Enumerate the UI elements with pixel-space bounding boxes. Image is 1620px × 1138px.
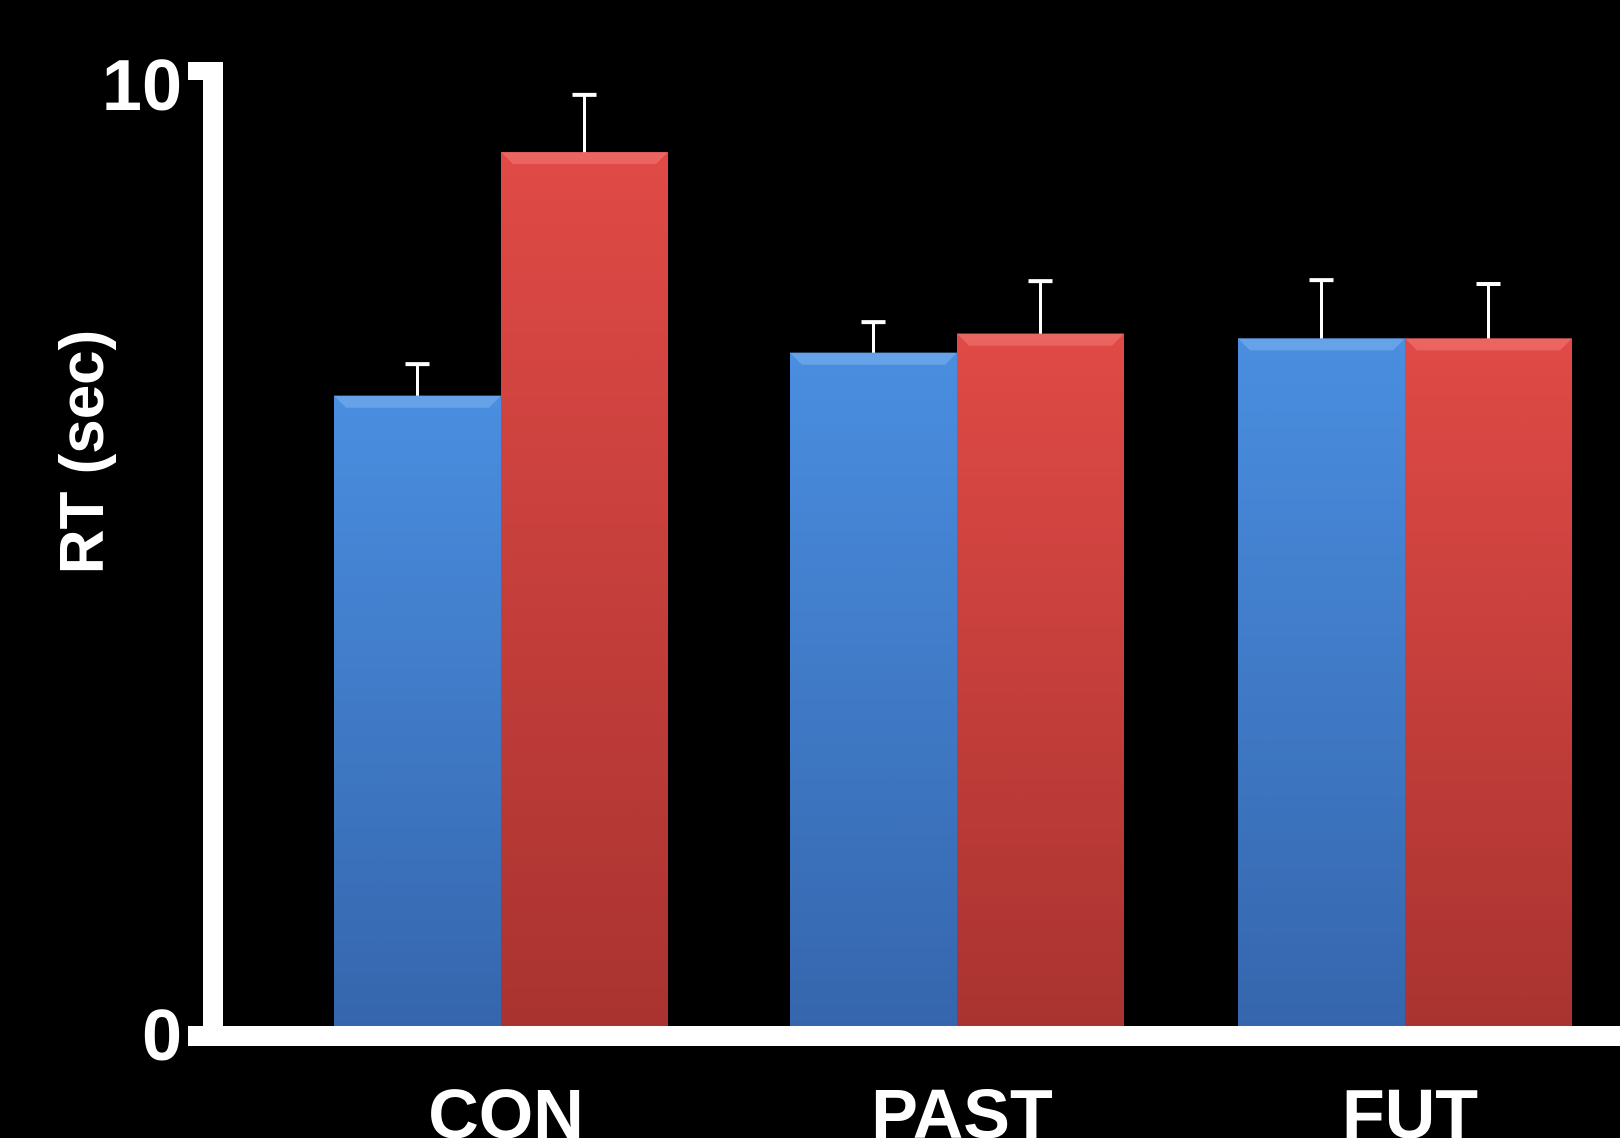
bar-bevel-past-series-2 bbox=[957, 333, 1124, 346]
bar-bevel-fut-series-2 bbox=[1405, 338, 1572, 351]
category-label-con: CON bbox=[428, 1075, 584, 1138]
y-tick-label-zero: 0 bbox=[142, 996, 182, 1076]
x-axis-line bbox=[188, 1026, 1620, 1046]
category-label-fut: FUT bbox=[1342, 1075, 1478, 1138]
axes-layer: 10 0 RT (sec) CON PAST FUT bbox=[48, 46, 1620, 1138]
bar-past-series-2 bbox=[957, 333, 1124, 1026]
category-label-past: PAST bbox=[871, 1075, 1053, 1138]
bar-bevel-con-series-1 bbox=[334, 395, 501, 408]
bar-fut-series-2 bbox=[1405, 338, 1572, 1026]
y-tick-label-max: 10 bbox=[102, 46, 182, 126]
bar-con-series-1 bbox=[334, 395, 501, 1026]
bar-bevel-fut-series-1 bbox=[1238, 338, 1405, 351]
y-axis-line bbox=[203, 62, 223, 1046]
bar-con-series-2 bbox=[501, 152, 668, 1027]
y-axis-label: RT (sec) bbox=[48, 330, 117, 575]
bar-bevel-con-series-2 bbox=[501, 152, 668, 165]
bar-fut-series-1 bbox=[1238, 338, 1405, 1026]
error-bars-layer bbox=[405, 92, 1501, 396]
bars-layer bbox=[334, 152, 1572, 1027]
y-tick-top bbox=[188, 62, 223, 80]
bar-bevel-past-series-1 bbox=[790, 352, 957, 365]
bar-past-series-1 bbox=[790, 352, 957, 1027]
